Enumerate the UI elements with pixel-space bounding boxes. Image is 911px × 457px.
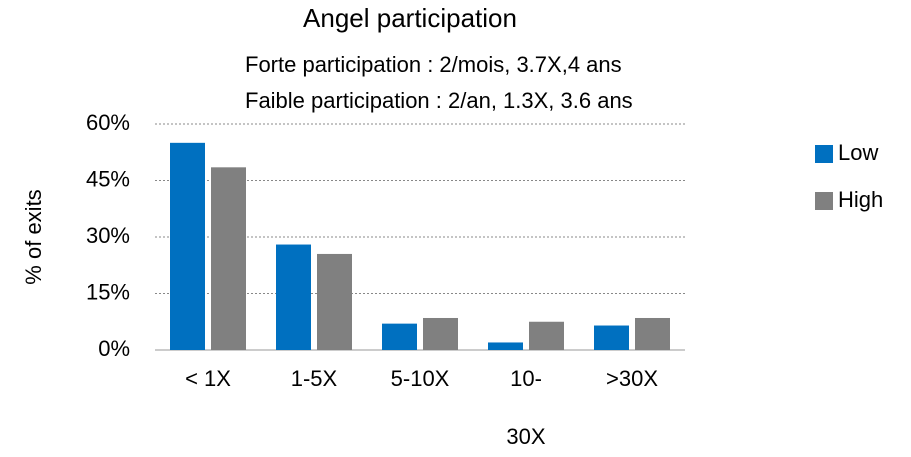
bar bbox=[170, 142, 205, 350]
chart-subtitle: Faible participation : 2/an, 1.3X, 3.6 a… bbox=[245, 88, 633, 113]
chart-subtitle: Forte participation : 2/mois, 3.7X,4 ans bbox=[245, 52, 622, 77]
y-tick-label: 60% bbox=[86, 110, 130, 135]
legend-swatch bbox=[815, 192, 833, 210]
bar bbox=[276, 244, 311, 350]
bar bbox=[423, 317, 458, 350]
chart-title: Angel participation bbox=[303, 3, 517, 33]
x-tick-label: 1-5X bbox=[291, 366, 338, 391]
x-tick-label: >30X bbox=[606, 366, 658, 391]
x-tick-label: 10-30X bbox=[506, 366, 545, 449]
bar bbox=[211, 167, 246, 350]
bar bbox=[594, 325, 629, 350]
bar bbox=[635, 317, 670, 350]
y-tick-label: 15% bbox=[86, 279, 130, 304]
legend-label: Low bbox=[838, 140, 878, 165]
legend-swatch bbox=[815, 145, 833, 163]
bar bbox=[317, 253, 352, 350]
bar bbox=[488, 342, 523, 350]
x-tick-label: 5-10X bbox=[391, 366, 450, 391]
bar bbox=[382, 323, 417, 350]
y-tick-label: 45% bbox=[86, 166, 130, 191]
y-tick-label: 30% bbox=[86, 223, 130, 248]
y-tick-label: 0% bbox=[98, 336, 130, 361]
legend-label: High bbox=[838, 187, 883, 212]
bar bbox=[529, 321, 564, 350]
y-axis-label: % of exits bbox=[21, 189, 46, 284]
x-tick-label: < 1X bbox=[185, 366, 231, 391]
